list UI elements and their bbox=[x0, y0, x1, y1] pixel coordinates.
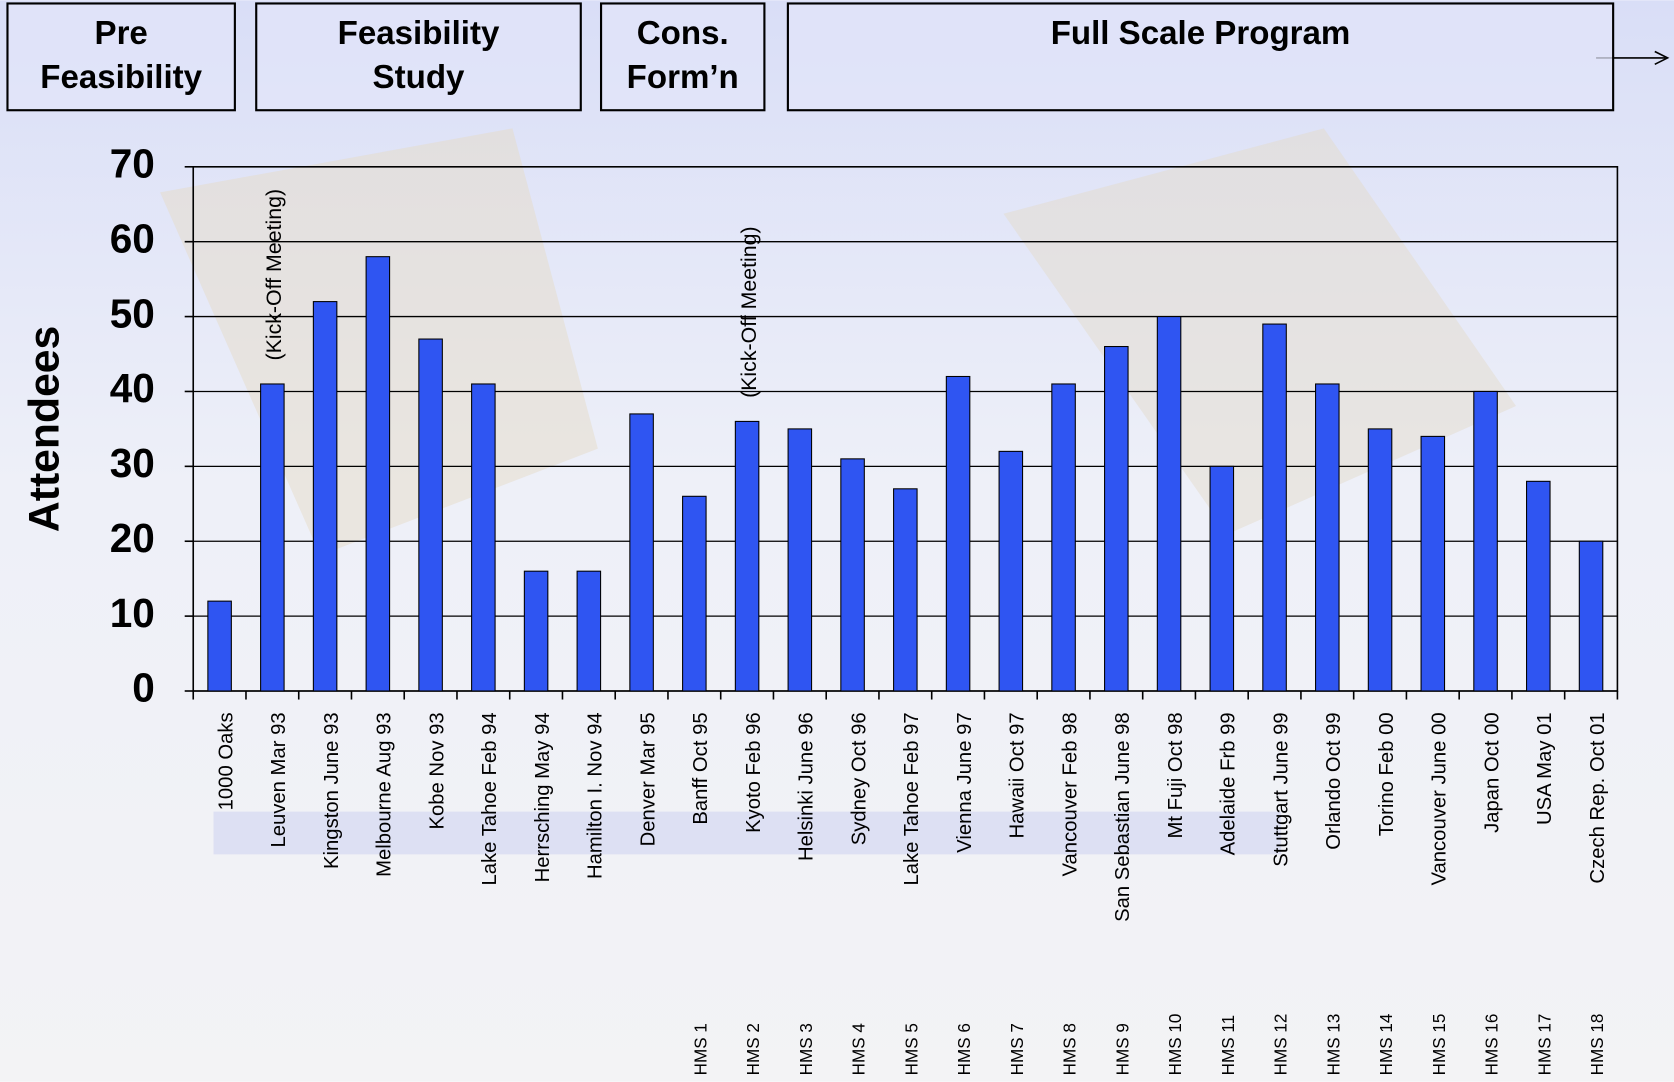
phase-box bbox=[786, 2, 1615, 112]
x-tick-label: Vancouver Feb 98 bbox=[1059, 712, 1081, 876]
secondary-label: HMS 1 bbox=[691, 1023, 710, 1075]
x-tick-label: Lake Tahoe Feb 94 bbox=[479, 712, 501, 885]
bar bbox=[260, 383, 285, 692]
bar bbox=[945, 375, 971, 692]
bar bbox=[207, 600, 232, 692]
phase-label: Full Scale Program bbox=[1051, 15, 1351, 52]
x-tick-label: Kingston June 93 bbox=[321, 712, 343, 869]
chart: Pre Feasibility Feasibility Study Cons. Form’… bbox=[6, 2, 1619, 1076]
x-tick-label: Torino Feb 00 bbox=[1376, 712, 1398, 836]
x-tick-label: USA May 01 bbox=[1534, 712, 1556, 825]
x-tick-label: Adelaide Frb 99 bbox=[1218, 712, 1240, 855]
x-tick-label: Herrsching May 94 bbox=[532, 712, 554, 882]
bar bbox=[312, 301, 338, 692]
y-tick-label: 60 bbox=[110, 215, 155, 261]
y-tick-label: 30 bbox=[110, 440, 155, 486]
y-tick-label: 0 bbox=[132, 665, 155, 711]
bar bbox=[893, 488, 918, 692]
secondary-label: HMS 14 bbox=[1377, 1014, 1396, 1076]
secondary-label: HMS 3 bbox=[797, 1023, 816, 1075]
phase-box bbox=[599, 2, 766, 112]
x-tick-label: Orlando Oct 99 bbox=[1323, 712, 1345, 849]
secondary-label: HMS 8 bbox=[1061, 1023, 1080, 1075]
x-tick-label: Denver Mar 95 bbox=[637, 712, 659, 846]
secondary-label: HMS 6 bbox=[955, 1023, 974, 1075]
x-tick-label: Leuven Mar 93 bbox=[268, 712, 290, 847]
secondary-label: HMS 5 bbox=[902, 1023, 921, 1075]
bar bbox=[1578, 540, 1604, 692]
bar bbox=[365, 256, 391, 692]
bar bbox=[471, 383, 496, 692]
x-tick-label: Melbourne Aug 93 bbox=[374, 712, 396, 877]
x-tick-label: Kyoto Feb 96 bbox=[743, 712, 765, 833]
bar bbox=[1367, 428, 1393, 692]
y-axis-label: Attendees bbox=[20, 326, 68, 532]
phase-label: Form’n bbox=[627, 59, 739, 96]
x-tick-label: Vienna June 97 bbox=[954, 712, 976, 852]
background-shape bbox=[213, 811, 1282, 855]
phase-label: Cons. bbox=[637, 15, 729, 52]
annotation: (Kick-Off Meeting) bbox=[262, 189, 286, 361]
x-tick-label: Stuttgart June 99 bbox=[1270, 712, 1292, 866]
secondary-label: HMS 18 bbox=[1588, 1014, 1607, 1076]
secondary-label: HMS 9 bbox=[1113, 1023, 1132, 1075]
secondary-label: HMS 17 bbox=[1535, 1014, 1554, 1076]
secondary-label: HMS 13 bbox=[1324, 1014, 1343, 1076]
x-tick-label: Kobe Nov 93 bbox=[426, 712, 448, 829]
phase-box bbox=[6, 2, 236, 112]
secondary-label: HMS 15 bbox=[1430, 1014, 1449, 1076]
secondary-label: HMS 12 bbox=[1272, 1014, 1291, 1076]
phase-label: Feasibility bbox=[40, 59, 202, 96]
bar bbox=[1209, 465, 1235, 692]
bar bbox=[1315, 383, 1340, 692]
y-tick-label: 50 bbox=[110, 290, 155, 336]
phase-box bbox=[255, 2, 582, 112]
x-tick-label: Helsinki June 96 bbox=[796, 712, 818, 861]
bar bbox=[682, 495, 707, 692]
bar bbox=[576, 570, 602, 692]
bar bbox=[787, 428, 813, 692]
bar bbox=[1420, 435, 1446, 692]
y-tick-label: 70 bbox=[110, 141, 155, 187]
y-tick-label: 10 bbox=[110, 590, 155, 636]
bar bbox=[1262, 323, 1287, 692]
annotation: (Kick-Off Meeting) bbox=[737, 226, 761, 398]
secondary-label: HMS 4 bbox=[850, 1023, 869, 1075]
x-tick-label: San Sebastian June 98 bbox=[1112, 712, 1134, 922]
secondary-label: HMS 2 bbox=[744, 1023, 763, 1075]
x-tick-label: Mt Fuji Oct 98 bbox=[1165, 712, 1187, 838]
bar bbox=[1526, 480, 1551, 692]
bar bbox=[1051, 383, 1076, 692]
secondary-label: HMS 7 bbox=[1008, 1023, 1027, 1075]
x-tick-label: Hawaii Oct 97 bbox=[1007, 712, 1029, 838]
bar bbox=[1473, 390, 1498, 692]
bar bbox=[840, 458, 865, 692]
arrow-head bbox=[1654, 50, 1670, 66]
phase-label: Pre bbox=[95, 15, 148, 52]
bar bbox=[1104, 345, 1129, 692]
x-tick-label: Banff Oct 95 bbox=[690, 712, 712, 824]
bar bbox=[418, 338, 443, 692]
bar bbox=[998, 450, 1024, 692]
secondary-label: HMS 16 bbox=[1483, 1014, 1502, 1076]
x-tick-label: Vancouver June 00 bbox=[1429, 712, 1451, 885]
phase-label: Feasibility bbox=[338, 15, 500, 52]
x-tick-label: Sydney Oct 96 bbox=[848, 712, 870, 845]
y-tick-label: 40 bbox=[110, 365, 155, 411]
x-tick-label: 1000 Oaks bbox=[215, 712, 237, 810]
x-tick-label: Czech Rep. Oct 01 bbox=[1587, 712, 1609, 883]
secondary-label: HMS 10 bbox=[1166, 1014, 1185, 1076]
y-tick-label: 20 bbox=[110, 515, 155, 561]
x-tick-label: Japan Oct 00 bbox=[1481, 712, 1503, 833]
bar bbox=[629, 413, 654, 692]
secondary-label: HMS 11 bbox=[1219, 1015, 1238, 1075]
x-tick-label: Lake Tahoe Feb 97 bbox=[901, 712, 923, 885]
bar bbox=[734, 420, 760, 692]
bar bbox=[523, 570, 549, 692]
bar bbox=[1156, 316, 1182, 692]
phase-label: Study bbox=[373, 59, 465, 96]
x-tick-label: Hamilton I. Nov 94 bbox=[585, 712, 607, 879]
